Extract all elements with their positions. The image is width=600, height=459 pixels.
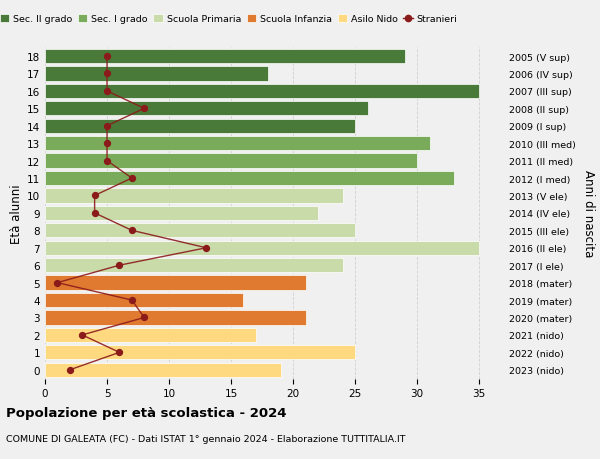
Bar bbox=[45, 311, 305, 325]
Point bbox=[202, 245, 211, 252]
Bar bbox=[45, 363, 281, 377]
Point bbox=[127, 175, 137, 182]
Point bbox=[127, 297, 137, 304]
Point bbox=[90, 210, 100, 217]
Text: Popolazione per età scolastica - 2024: Popolazione per età scolastica - 2024 bbox=[6, 406, 287, 419]
Point bbox=[139, 106, 149, 113]
Bar bbox=[45, 276, 305, 290]
Bar bbox=[45, 258, 343, 273]
Bar bbox=[45, 50, 405, 64]
Point bbox=[90, 192, 100, 200]
Legend: Sec. II grado, Sec. I grado, Scuola Primaria, Scuola Infanzia, Asilo Nido, Stran: Sec. II grado, Sec. I grado, Scuola Prim… bbox=[0, 15, 457, 24]
Bar bbox=[45, 84, 479, 99]
Y-axis label: Età alunni: Età alunni bbox=[10, 184, 23, 243]
Bar bbox=[45, 154, 417, 168]
Bar bbox=[45, 241, 479, 255]
Point bbox=[102, 157, 112, 165]
Point bbox=[102, 140, 112, 147]
Bar bbox=[45, 119, 355, 134]
Bar bbox=[45, 137, 430, 151]
Point bbox=[115, 262, 124, 269]
Text: COMUNE DI GALEATA (FC) - Dati ISTAT 1° gennaio 2024 - Elaborazione TUTTITALIA.IT: COMUNE DI GALEATA (FC) - Dati ISTAT 1° g… bbox=[6, 434, 406, 443]
Point bbox=[115, 349, 124, 356]
Point bbox=[102, 53, 112, 61]
Point bbox=[102, 123, 112, 130]
Point bbox=[127, 227, 137, 235]
Bar bbox=[45, 346, 355, 360]
Bar bbox=[45, 172, 454, 186]
Bar bbox=[45, 293, 244, 308]
Bar bbox=[45, 189, 343, 203]
Point bbox=[77, 331, 87, 339]
Bar bbox=[45, 102, 368, 116]
Point bbox=[65, 366, 74, 374]
Bar bbox=[45, 206, 318, 221]
Point bbox=[102, 71, 112, 78]
Point bbox=[53, 280, 62, 287]
Point bbox=[139, 314, 149, 321]
Bar bbox=[45, 224, 355, 238]
Point bbox=[102, 88, 112, 95]
Bar bbox=[45, 67, 268, 81]
Bar bbox=[45, 328, 256, 342]
Y-axis label: Anni di nascita: Anni di nascita bbox=[582, 170, 595, 257]
